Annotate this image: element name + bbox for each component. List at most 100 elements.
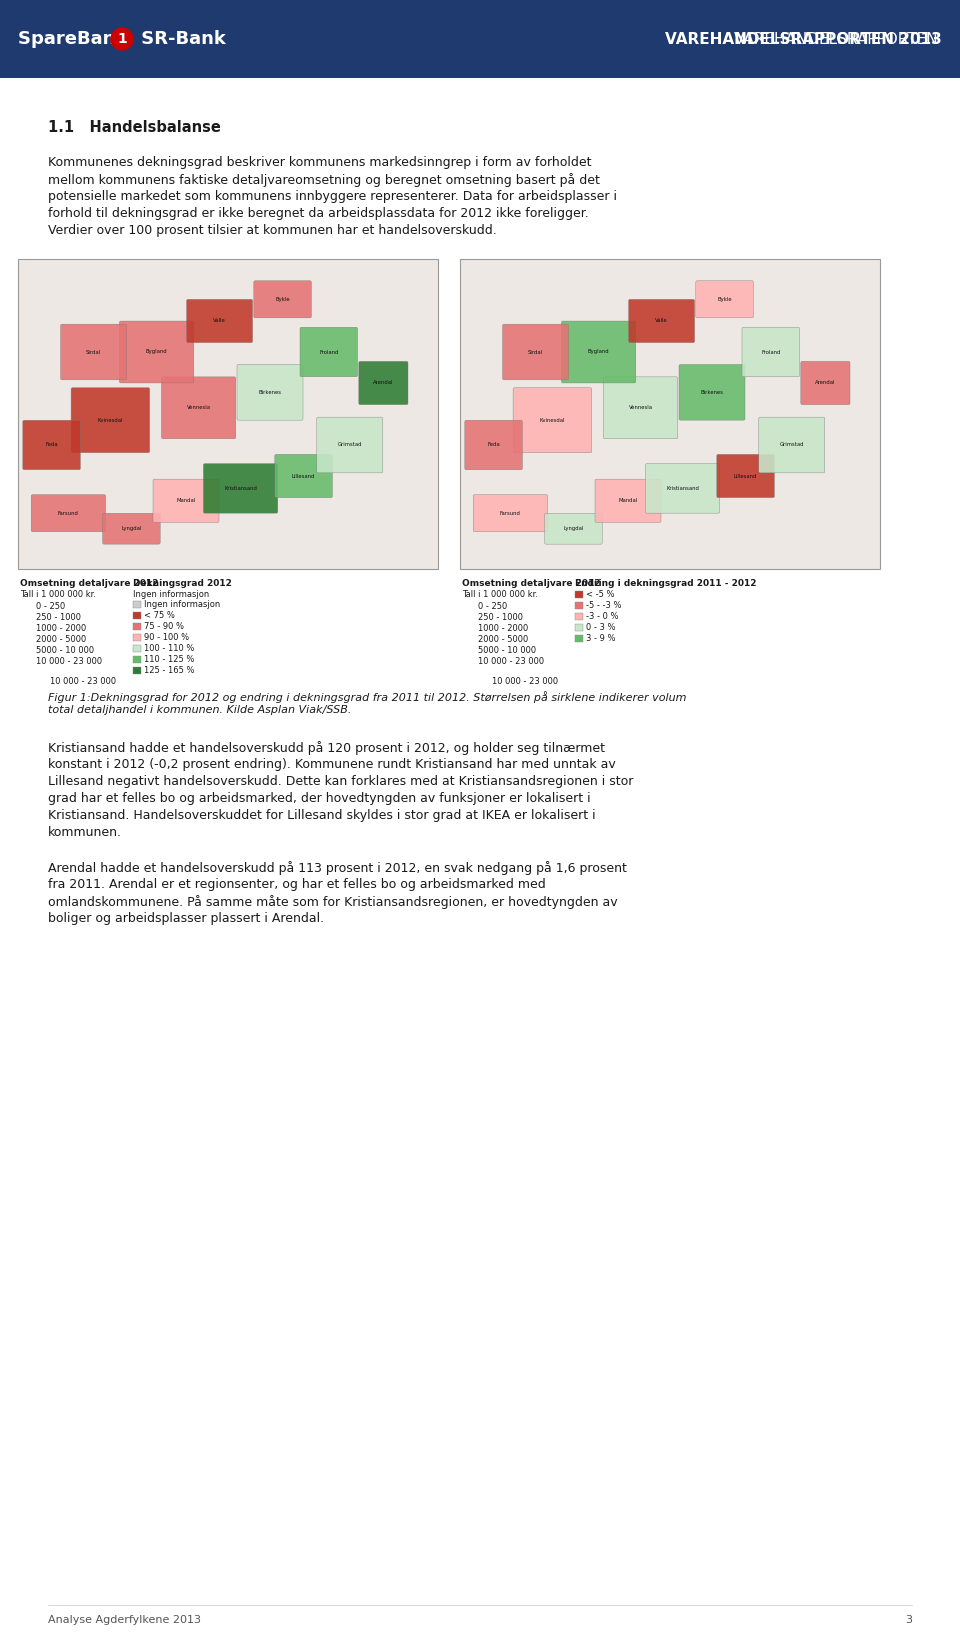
Text: Grimstad: Grimstad [780,442,804,447]
Text: Analyse Agderfylkene 2013: Analyse Agderfylkene 2013 [48,1615,201,1625]
FancyBboxPatch shape [153,480,219,522]
FancyBboxPatch shape [275,455,332,498]
FancyBboxPatch shape [575,591,583,598]
FancyBboxPatch shape [237,365,303,421]
Text: forhold til dekningsgrad er ikke beregnet da arbeidsplassdata for 2012 ikke fore: forhold til dekningsgrad er ikke beregne… [48,207,588,220]
FancyBboxPatch shape [204,463,277,513]
Text: Vennesla: Vennesla [186,406,210,411]
Text: boliger og arbeidsplasser plassert i Arendal.: boliger og arbeidsplasser plassert i Are… [48,912,324,925]
Text: 10 000 - 23 000: 10 000 - 23 000 [478,657,544,665]
FancyBboxPatch shape [60,324,127,380]
Text: Omsetning detaljvare 2012: Omsetning detaljvare 2012 [20,578,158,588]
Text: Sirdal: Sirdal [86,350,101,355]
Text: Sirdal: Sirdal [528,350,543,355]
FancyBboxPatch shape [801,361,850,404]
Text: total detaljhandel i kommunen. Kilde Asplan Viak/SSB.: total detaljhandel i kommunen. Kilde Asp… [48,705,351,715]
Text: Bygland: Bygland [588,350,610,355]
FancyBboxPatch shape [18,260,438,568]
Text: 2000 - 5000: 2000 - 5000 [36,634,86,644]
Text: 1000 - 2000: 1000 - 2000 [478,624,528,633]
Text: Tall i 1 000 000 kr.: Tall i 1 000 000 kr. [462,590,538,600]
Text: Bykle: Bykle [717,297,732,302]
Text: Lillesand: Lillesand [733,473,757,478]
FancyBboxPatch shape [465,421,522,470]
Text: Lillesand negativt handelsoverskudd. Dette kan forklares med at Kristiansandsreg: Lillesand negativt handelsoverskudd. Det… [48,775,634,789]
Text: 0 - 250: 0 - 250 [36,601,65,611]
FancyBboxPatch shape [604,376,678,439]
Text: 75 - 90 %: 75 - 90 % [144,623,184,631]
FancyBboxPatch shape [133,611,141,619]
FancyBboxPatch shape [300,327,357,376]
Text: potensielle markedet som kommunens innbyggere representerer. Data for arbeidspla: potensielle markedet som kommunens innby… [48,191,617,204]
Text: 90 - 100 %: 90 - 100 % [144,633,189,642]
Text: Kommunenes dekningsgrad beskriver kommunens markedsinngrep i form av forholdet: Kommunenes dekningsgrad beskriver kommun… [48,156,591,169]
Text: 250 - 1000: 250 - 1000 [478,613,523,623]
Text: Lyngdal: Lyngdal [564,526,584,531]
FancyBboxPatch shape [742,327,800,376]
Text: 250 - 1000: 250 - 1000 [36,613,81,623]
FancyBboxPatch shape [23,421,81,470]
FancyBboxPatch shape [473,495,547,532]
Text: Froland: Froland [319,350,339,355]
FancyBboxPatch shape [133,667,141,674]
FancyBboxPatch shape [575,634,583,642]
Text: 0 - 250: 0 - 250 [478,601,507,611]
FancyBboxPatch shape [359,361,408,404]
FancyBboxPatch shape [503,324,568,380]
FancyBboxPatch shape [679,365,745,421]
FancyBboxPatch shape [575,601,583,610]
FancyBboxPatch shape [103,513,160,544]
FancyBboxPatch shape [133,634,141,641]
Text: Endring i dekningsgrad 2011 - 2012: Endring i dekningsgrad 2011 - 2012 [575,578,756,588]
Text: Mandal: Mandal [618,498,637,503]
Text: Vennesla: Vennesla [629,406,653,411]
FancyBboxPatch shape [575,624,583,631]
Text: mellom kommunens faktiske detaljvareomsetning og beregnet omsetning basert på de: mellom kommunens faktiske detaljvareomse… [48,173,600,187]
Text: Kristiansand hadde et handelsoverskudd på 120 prosent i 2012, og holder seg tiln: Kristiansand hadde et handelsoverskudd p… [48,741,605,756]
Text: Figur 1:Dekningsgrad for 2012 og endring i dekningsgrad fra 2011 til 2012. Størr: Figur 1:Dekningsgrad for 2012 og endring… [48,692,686,703]
Text: Mandal: Mandal [177,498,196,503]
Text: SR-Bank: SR-Bank [135,30,226,48]
FancyBboxPatch shape [71,388,150,453]
Text: 5000 - 10 000: 5000 - 10 000 [36,646,94,656]
Text: 100 - 110 %: 100 - 110 % [144,644,194,652]
Text: kommunen.: kommunen. [48,826,122,840]
Text: Kristiansand. Handelsoverskuddet for Lillesand skyldes i stor grad at IKEA er lo: Kristiansand. Handelsoverskuddet for Lil… [48,808,595,822]
Text: Feda: Feda [488,442,500,447]
Text: SpareBank: SpareBank [18,30,133,48]
Text: Ingen informasjon: Ingen informasjon [133,590,209,600]
Text: Ingen informasjon: Ingen informasjon [144,600,220,610]
FancyBboxPatch shape [460,260,880,568]
Text: Froland: Froland [761,350,780,355]
FancyBboxPatch shape [562,320,636,383]
Text: Kristiansand: Kristiansand [666,486,699,491]
Text: 2000 - 5000: 2000 - 5000 [478,634,528,644]
Text: 10 000 - 23 000: 10 000 - 23 000 [492,677,558,685]
Text: Kristiansand: Kristiansand [225,486,257,491]
FancyBboxPatch shape [133,646,141,652]
Text: Lyngdal: Lyngdal [121,526,141,531]
Text: 5000 - 10 000: 5000 - 10 000 [478,646,536,656]
Text: Bykle: Bykle [276,297,290,302]
FancyBboxPatch shape [0,0,960,77]
Text: Arendal: Arendal [815,381,835,386]
Text: Valle: Valle [213,319,226,324]
Text: Valle: Valle [656,319,668,324]
Text: Kvinesdal: Kvinesdal [540,417,565,422]
Text: Lillesand: Lillesand [292,473,315,478]
Text: -3 - 0 %: -3 - 0 % [586,611,618,621]
FancyBboxPatch shape [133,601,141,608]
FancyBboxPatch shape [253,281,311,317]
Text: 10 000 - 23 000: 10 000 - 23 000 [36,657,102,665]
FancyBboxPatch shape [31,495,106,532]
Text: konstant i 2012 (-0,2 prosent endring). Kommunene rundt Kristiansand har med unn: konstant i 2012 (-0,2 prosent endring). … [48,757,615,771]
Text: 3 - 9 %: 3 - 9 % [586,634,615,642]
FancyBboxPatch shape [758,417,825,473]
Text: Tall i 1 000 000 kr.: Tall i 1 000 000 kr. [20,590,96,600]
FancyBboxPatch shape [133,623,141,629]
FancyBboxPatch shape [544,513,602,544]
FancyBboxPatch shape [133,656,141,664]
Text: 1: 1 [117,31,127,46]
Text: 110 - 125 %: 110 - 125 % [144,656,194,664]
Text: Grimstad: Grimstad [338,442,362,447]
